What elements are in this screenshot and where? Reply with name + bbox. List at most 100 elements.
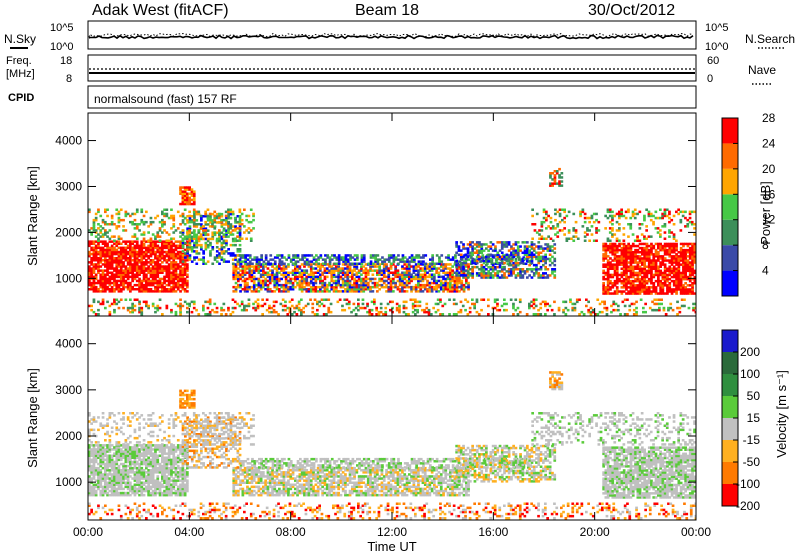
power-cell — [117, 283, 121, 287]
power-cell — [654, 273, 658, 277]
power-cell — [351, 269, 354, 272]
power-cell — [360, 267, 363, 270]
nave-label: Nave — [748, 63, 776, 77]
power-cell — [195, 223, 198, 226]
power-cell — [613, 265, 617, 268]
power-cell — [405, 267, 409, 270]
power-cell — [236, 231, 240, 234]
power-cell — [233, 216, 237, 220]
power-cell — [90, 281, 93, 285]
power-cell — [183, 254, 187, 258]
power-cell — [268, 269, 272, 272]
power-cell — [200, 217, 203, 220]
power-cell — [165, 231, 169, 234]
power-cell — [528, 274, 531, 277]
power-cell — [262, 273, 265, 276]
power-cell — [156, 246, 160, 250]
power-cell — [305, 283, 309, 287]
power-cell — [339, 275, 343, 279]
power-cell — [638, 255, 642, 258]
power-cell — [243, 231, 246, 234]
power-cell — [97, 281, 100, 285]
power-cell — [661, 290, 665, 293]
power-cell — [355, 285, 359, 289]
power-cell — [101, 300, 105, 304]
power-cell — [360, 283, 363, 287]
power-cell — [521, 268, 525, 271]
power-cell — [179, 242, 182, 245]
power-cell — [364, 279, 368, 283]
power-cell — [486, 262, 489, 265]
power-cell — [491, 243, 495, 246]
power-cell — [167, 288, 171, 291]
power-cell — [684, 273, 687, 277]
power-cell — [252, 275, 256, 279]
power-cell — [672, 269, 676, 273]
power-cell — [115, 244, 119, 248]
power-cell — [151, 275, 155, 279]
power-cell — [676, 300, 679, 304]
power-cell — [181, 221, 185, 224]
power-cell — [188, 258, 192, 261]
power-cell — [549, 227, 553, 230]
power-cell — [505, 255, 509, 259]
power-cell — [455, 281, 459, 285]
power-cell — [332, 275, 336, 279]
power-cell — [666, 269, 669, 273]
power-cell — [271, 273, 274, 276]
power-cell — [693, 242, 696, 246]
power-cell — [298, 275, 302, 279]
power-cell — [641, 248, 644, 252]
power-cell — [94, 218, 98, 222]
power-cell — [690, 223, 694, 226]
power-cell — [268, 306, 271, 310]
power-cell — [615, 265, 619, 268]
power-cell — [652, 223, 655, 226]
power-cell — [575, 298, 579, 301]
power-cell — [335, 265, 338, 268]
power-cell — [252, 285, 256, 289]
power-cell — [455, 274, 458, 277]
power-cell — [598, 310, 602, 314]
power-cell — [176, 281, 180, 285]
power-cell — [498, 265, 502, 269]
power-cell — [108, 263, 112, 266]
power-cell — [654, 253, 658, 256]
power-cell — [269, 258, 273, 261]
power-cell — [145, 210, 148, 214]
power-cell — [241, 288, 245, 291]
power-cell — [317, 256, 320, 259]
power-cell — [218, 239, 221, 242]
power-cell — [652, 265, 656, 268]
power-cell — [514, 274, 518, 277]
power-cell — [202, 215, 205, 218]
power-cell — [439, 300, 442, 304]
power-cell — [170, 273, 173, 276]
power-cell — [550, 308, 554, 312]
power-cell — [691, 253, 694, 256]
power-cell — [149, 216, 153, 220]
power-cell — [305, 281, 309, 285]
power-cell — [553, 268, 557, 271]
power-cell — [344, 288, 347, 291]
power-cell — [668, 216, 671, 220]
power-cell — [519, 276, 522, 279]
power-cell — [645, 292, 649, 295]
power-cell — [480, 247, 484, 250]
power-cell — [165, 267, 169, 270]
power-cell — [686, 290, 690, 293]
power-cell — [257, 267, 261, 270]
power-cell — [397, 254, 400, 257]
power-cell — [611, 284, 615, 287]
power-cell — [385, 283, 388, 287]
power-cell — [500, 243, 504, 246]
power-cell — [145, 281, 148, 285]
power-cell — [284, 290, 288, 293]
power-cell — [487, 255, 490, 259]
power-cell — [638, 261, 642, 264]
power-cell — [165, 261, 169, 264]
power-cell — [641, 242, 644, 246]
nsearch-trace — [88, 32, 694, 38]
power-cell — [208, 300, 212, 304]
power-cell — [239, 275, 242, 279]
